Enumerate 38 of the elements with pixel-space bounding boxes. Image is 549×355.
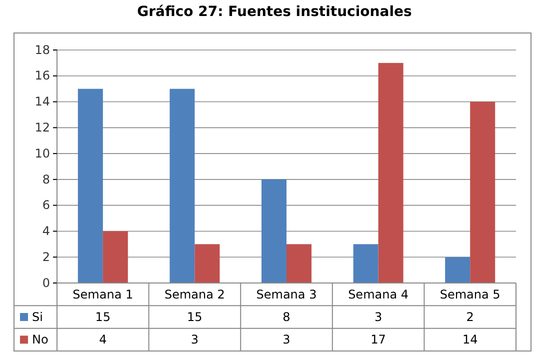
- legend-label: No: [32, 332, 48, 347]
- x-tick-label: Semana 1: [72, 287, 134, 302]
- data-label: 4: [99, 332, 107, 347]
- bar: [102, 231, 128, 283]
- bar: [445, 257, 470, 283]
- x-tick-label: Semana 4: [348, 287, 409, 302]
- data-label: 3: [374, 310, 382, 324]
- y-tick-label: 10: [34, 146, 50, 160]
- bar: [170, 88, 195, 283]
- bar: [470, 102, 496, 283]
- bar: [78, 88, 103, 283]
- y-tick-label: 18: [34, 42, 50, 57]
- bar: [262, 179, 286, 283]
- y-tick-label: 12: [34, 120, 50, 135]
- x-tick-label: Semana 3: [256, 287, 317, 302]
- y-tick-label: 14: [34, 94, 50, 109]
- y-tick-label: 8: [42, 172, 50, 186]
- x-tick-label: Semana 5: [440, 287, 500, 302]
- data-label: 3: [190, 332, 199, 347]
- bar: [378, 62, 404, 283]
- bar: [286, 244, 312, 283]
- data-label: 8: [282, 310, 290, 324]
- y-tick-label: 2: [42, 250, 50, 264]
- data-label: 15: [95, 310, 111, 324]
- bar: [353, 244, 378, 283]
- data-label: 14: [462, 332, 478, 347]
- data-label: 2: [466, 310, 474, 324]
- data-label: 17: [370, 332, 386, 347]
- y-tick-label: 4: [42, 224, 50, 238]
- bar: [194, 244, 220, 283]
- legend-label: Si: [32, 310, 43, 324]
- data-label: 3: [282, 332, 290, 347]
- y-tick-label: 6: [42, 198, 50, 212]
- x-tick-label: Semana 2: [164, 287, 225, 302]
- y-tick-label: 16: [34, 68, 50, 83]
- y-tick-label: 0: [42, 276, 50, 290]
- data-label: 15: [187, 310, 202, 324]
- chart-title: Gráfico 27: Fuentes institucionales: [137, 4, 412, 20]
